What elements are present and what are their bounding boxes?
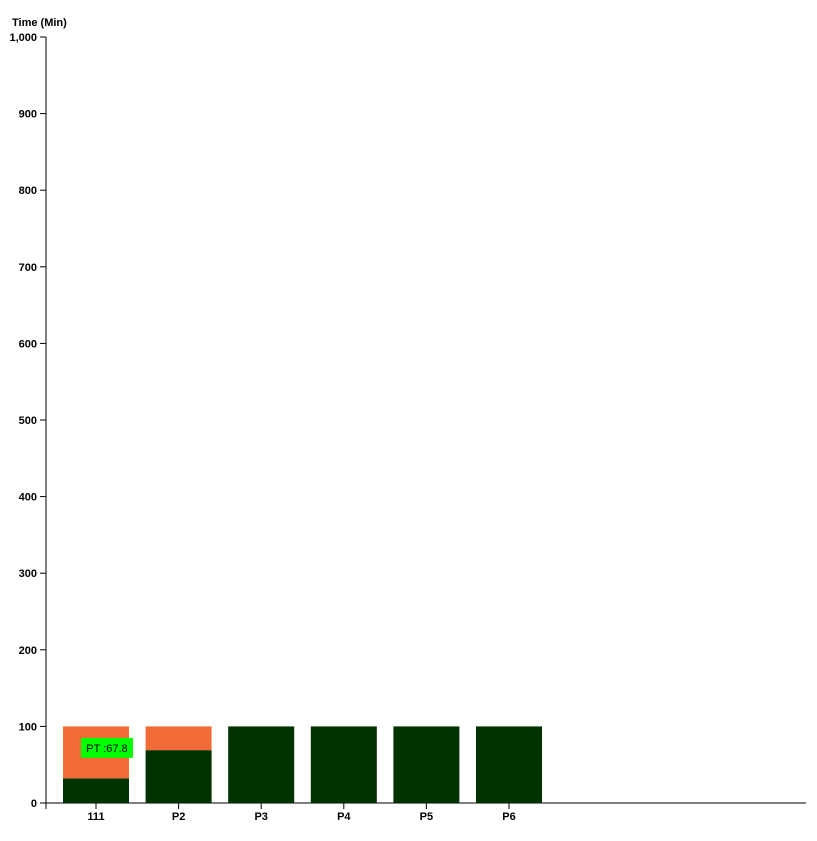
annotation-label: PT :67.8: [86, 743, 127, 755]
y-tick-label: 200: [19, 645, 37, 657]
bar-segment-base-P2[interactable]: [145, 750, 212, 803]
x-axis: 111 P2 P3 P4 P5 P6: [46, 802, 806, 823]
bar-segment-base-P3[interactable]: [228, 726, 295, 803]
y-tick-label: 0: [31, 798, 37, 810]
bars-group: [63, 726, 542, 803]
y-tick-label: 1,000: [9, 32, 37, 44]
bar-segment-base-P4[interactable]: [310, 726, 377, 803]
annotation-background: [81, 737, 133, 758]
x-tick-label: P4: [337, 811, 351, 823]
bar-segment-top-P2[interactable]: [145, 726, 212, 751]
y-axis: 0 100 200 300 400 500 600 700 800 900 1,000: [9, 32, 47, 810]
y-tick-label: 500: [19, 415, 37, 427]
bar-segment-base-P6[interactable]: [476, 726, 542, 803]
y-tick-label: 100: [19, 721, 37, 733]
y-tick-label: 900: [19, 109, 37, 121]
value-annotation: PT :67.8: [81, 737, 133, 758]
y-tick-label: 300: [19, 568, 37, 580]
x-tick-label: P6: [502, 811, 515, 823]
x-tick-label: P3: [254, 811, 267, 823]
y-tick-label: 800: [19, 185, 37, 197]
x-tick-label: 111: [87, 811, 104, 823]
y-tick-label: 400: [19, 492, 37, 504]
bar-segment-base-111[interactable]: [63, 778, 129, 803]
bar-segment-base-P5[interactable]: [393, 726, 460, 803]
x-tick-label: P5: [420, 811, 433, 823]
y-tick-label: 600: [19, 338, 37, 350]
y-tick-label: 700: [19, 262, 37, 274]
y-axis-title: Time (Min): [12, 17, 67, 29]
x-tick-label: P2: [172, 811, 185, 823]
